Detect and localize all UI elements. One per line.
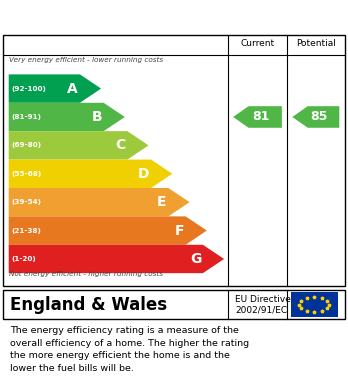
Polygon shape <box>9 188 190 216</box>
Text: (81-91): (81-91) <box>11 114 41 120</box>
Text: (69-80): (69-80) <box>11 142 42 148</box>
Polygon shape <box>9 216 207 245</box>
Text: Very energy efficient - lower running costs: Very energy efficient - lower running co… <box>9 56 163 63</box>
Text: (92-100): (92-100) <box>11 86 46 91</box>
Text: 81: 81 <box>252 111 269 124</box>
Text: (55-68): (55-68) <box>11 171 42 177</box>
Text: (39-54): (39-54) <box>11 199 41 205</box>
Text: B: B <box>91 110 102 124</box>
Text: E: E <box>157 195 167 209</box>
Text: (21-38): (21-38) <box>11 228 41 233</box>
Text: The energy efficiency rating is a measure of the
overall efficiency of a home. T: The energy efficiency rating is a measur… <box>10 326 250 373</box>
Polygon shape <box>292 106 339 128</box>
Text: A: A <box>68 82 78 95</box>
Polygon shape <box>233 106 282 128</box>
Text: Energy Efficiency Rating: Energy Efficiency Rating <box>9 9 219 24</box>
Text: England & Wales: England & Wales <box>10 296 168 314</box>
Polygon shape <box>9 160 172 188</box>
Text: EU Directive: EU Directive <box>235 295 291 304</box>
Text: 2002/91/EC: 2002/91/EC <box>235 306 287 315</box>
Text: F: F <box>174 224 184 238</box>
Text: (1-20): (1-20) <box>11 256 36 262</box>
Text: 85: 85 <box>310 111 327 124</box>
Text: D: D <box>138 167 149 181</box>
Text: Not energy efficient - higher running costs: Not energy efficient - higher running co… <box>9 271 163 277</box>
Text: Potential: Potential <box>296 39 336 48</box>
Polygon shape <box>9 74 101 103</box>
Polygon shape <box>9 131 149 160</box>
Text: C: C <box>116 138 126 152</box>
Polygon shape <box>9 245 224 273</box>
Text: Current: Current <box>240 39 275 48</box>
Text: G: G <box>190 252 201 266</box>
Polygon shape <box>9 103 125 131</box>
Bar <box>291 292 338 317</box>
